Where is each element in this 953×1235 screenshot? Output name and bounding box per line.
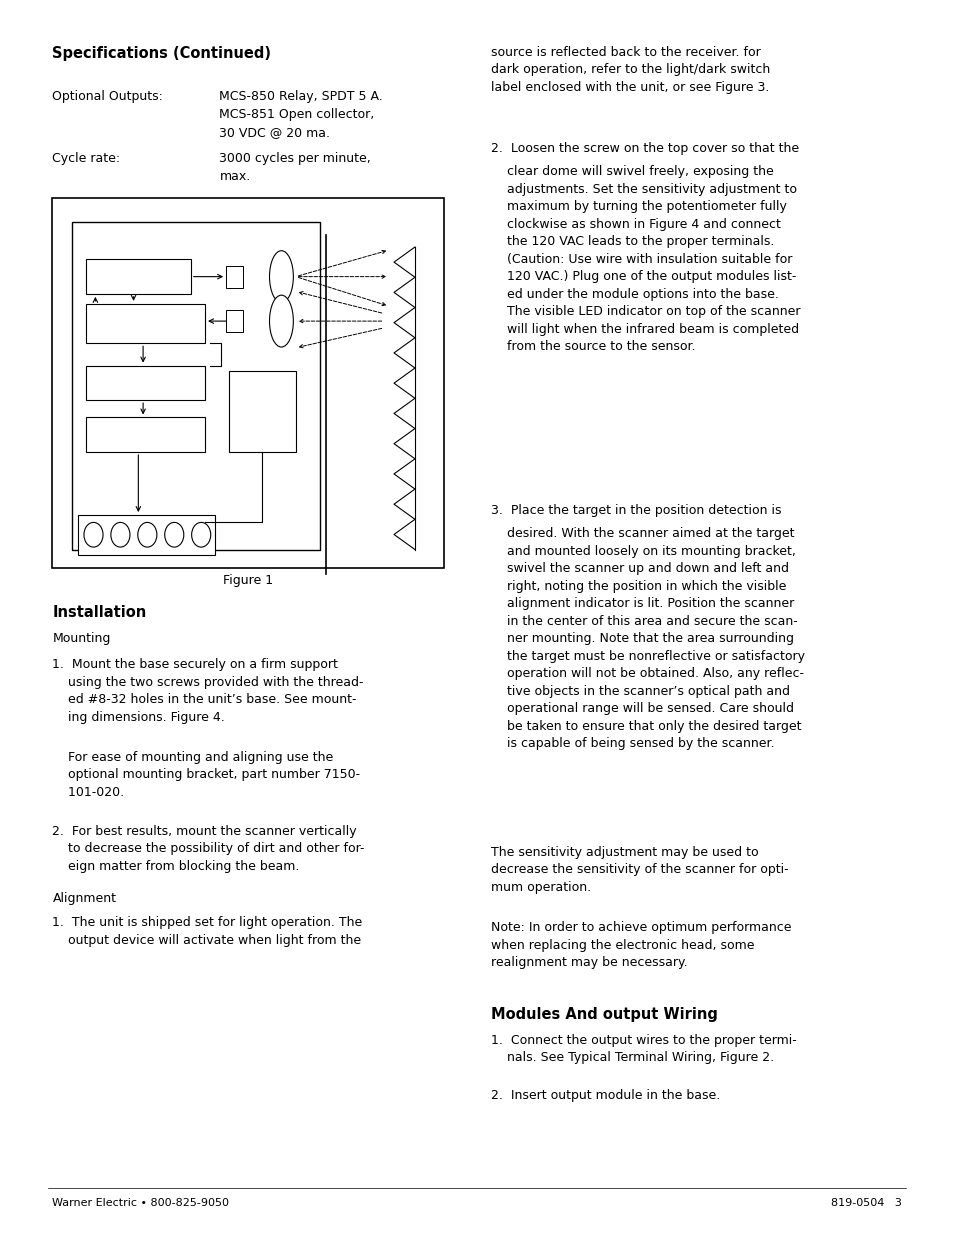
Text: Optional Outputs:: Optional Outputs:	[52, 90, 163, 104]
Text: 2.  Insert output module in the base.: 2. Insert output module in the base.	[491, 1089, 720, 1103]
Text: clear dome will swivel freely, exposing the
    adjustments. Set the sensitivity: clear dome will swivel freely, exposing …	[491, 165, 800, 353]
Text: 819-0504   3: 819-0504 3	[830, 1198, 901, 1208]
Text: The sensitivity adjustment may be used to
decrease the sensitivity of the scanne: The sensitivity adjustment may be used t…	[491, 846, 788, 894]
Circle shape	[84, 522, 103, 547]
Bar	[86, 304, 205, 343]
Text: 1.  Mount the base securely on a firm support
    using the two screws provided : 1. Mount the base securely on a firm sup…	[52, 658, 364, 724]
Text: 3.  Place the target in the position detection is: 3. Place the target in the position dete…	[491, 504, 781, 517]
Bar	[86, 366, 205, 400]
Text: Note: In order to achieve optimum performance
when replacing the electronic head: Note: In order to achieve optimum perfor…	[491, 921, 791, 969]
Circle shape	[111, 522, 130, 547]
Bar	[86, 259, 191, 294]
Text: 1.  Connect the output wires to the proper termi-
    nals. See Typical Terminal: 1. Connect the output wires to the prope…	[491, 1034, 796, 1065]
Bar	[229, 370, 295, 452]
Text: MCS-850 Relay, SPDT 5 A.
MCS-851 Open collector,
30 VDC @ 20 ma.: MCS-850 Relay, SPDT 5 A. MCS-851 Open co…	[219, 90, 383, 140]
Text: desired. With the scanner aimed at the target
    and mounted loosely on its mou: desired. With the scanner aimed at the t…	[491, 527, 804, 751]
Circle shape	[137, 522, 156, 547]
Bar	[78, 515, 214, 555]
Ellipse shape	[269, 251, 294, 303]
Bar	[52, 198, 443, 568]
Text: 1.  The unit is shipped set for light operation. The
    output device will acti: 1. The unit is shipped set for light ope…	[52, 916, 362, 947]
Text: Mounting: Mounting	[52, 632, 111, 646]
Circle shape	[165, 522, 184, 547]
Text: 3000 cycles per minute,
max.: 3000 cycles per minute, max.	[219, 152, 371, 183]
Ellipse shape	[269, 295, 294, 347]
Text: 2.  Loosen the screw on the top cover so that the: 2. Loosen the screw on the top cover so …	[491, 142, 799, 156]
Text: 2.  For best results, mount the scanner vertically
    to decrease the possibili: 2. For best results, mount the scanner v…	[52, 825, 365, 873]
Circle shape	[192, 522, 211, 547]
Bar	[71, 222, 319, 550]
Text: Figure 1: Figure 1	[223, 574, 273, 588]
Text: Specifications (Continued): Specifications (Continued)	[52, 46, 272, 61]
Bar	[86, 417, 205, 452]
Text: For ease of mounting and aligning use the
    optional mounting bracket, part nu: For ease of mounting and aligning use th…	[52, 751, 360, 799]
Text: Modules And output Wiring: Modules And output Wiring	[491, 1007, 718, 1021]
Text: source is reflected back to the receiver. for
dark operation, refer to the light: source is reflected back to the receiver…	[491, 46, 770, 94]
Text: Alignment: Alignment	[52, 892, 116, 905]
Text: Installation: Installation	[52, 605, 147, 620]
Bar	[226, 266, 243, 288]
Bar	[226, 310, 243, 332]
Text: Warner Electric • 800-825-9050: Warner Electric • 800-825-9050	[52, 1198, 230, 1208]
Text: Cycle rate:: Cycle rate:	[52, 152, 120, 165]
